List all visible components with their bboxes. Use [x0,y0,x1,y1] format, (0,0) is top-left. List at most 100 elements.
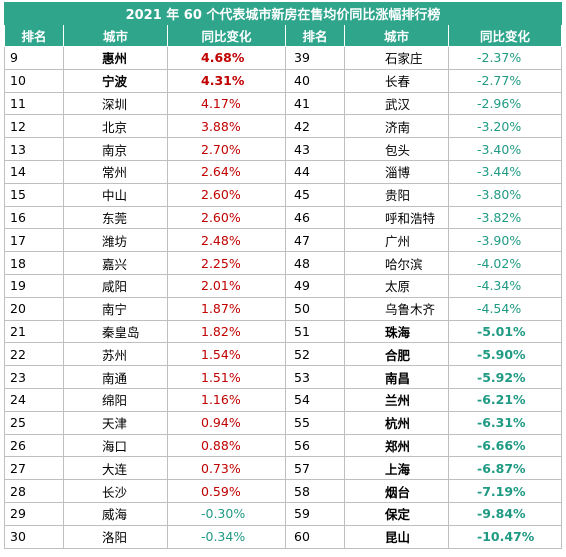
rank-cell: 56 [285,433,345,458]
rank-cell: 42 [285,114,345,139]
table-row: 14 常州 2.64% 44 淄博 -3.44% [4,159,563,184]
table-row: 9 惠州 4.68% 39 石家庄 -2.37% [4,46,563,70]
change-cell: 4.68% [167,46,286,70]
table-row: 23 南通 1.51% 53 南昌 -5.92% [4,365,563,389]
rank-cell: 49 [285,273,345,298]
city-cell: 常州 [63,159,168,184]
city-cell: 南宁 [63,296,168,321]
change-cell: 0.73% [167,456,286,481]
rank-cell: 60 [285,524,345,549]
table-row: 22 苏州 1.54% 52 合肥 -5.90% [4,342,563,367]
change-cell: -10.47% [447,524,563,549]
header-rank-right: 排名 [285,24,345,47]
rank-cell: 54 [285,387,345,412]
change-cell: 0.94% [167,410,286,435]
change-cell: -5.01% [447,319,563,344]
header-row: 排名 城市 同比变化 排名 城市 同比变化 [4,24,563,47]
change-cell: 1.82% [167,319,286,344]
table-row: 30 洛阳 -0.34% 60 昆山 -10.47% [4,524,563,549]
rank-cell: 57 [285,456,345,481]
rank-cell: 16 [4,205,64,230]
rank-cell: 18 [4,251,64,275]
rank-cell: 47 [285,228,345,253]
change-cell: -6.21% [447,387,563,412]
table-row: 19 咸阳 2.01% 49 太原 -4.34% [4,273,563,298]
change-cell: 2.60% [167,182,286,207]
title-row: 2021 年 60 个代表城市新房在售均价同比涨幅排行榜 [3,2,563,25]
change-cell: 2.01% [167,273,286,298]
header-change-right: 同比变化 [447,24,563,47]
rank-cell: 20 [4,296,64,321]
change-cell: 4.31% [167,68,286,93]
change-cell: 2.60% [167,205,286,230]
table-row: 15 中山 2.60% 45 贵阳 -3.80% [4,182,563,207]
change-cell: 2.64% [167,159,286,184]
header-city-left: 城市 [63,24,168,47]
change-cell: -3.82% [447,205,563,230]
rank-cell: 40 [285,68,345,93]
table-row: 18 嘉兴 2.25% 48 哈尔滨 -4.02% [4,251,563,275]
table-row: 25 天津 0.94% 55 杭州 -6.31% [4,410,563,435]
rank-cell: 44 [285,159,345,184]
change-cell: -6.87% [447,456,563,481]
city-cell: 南昌 [344,365,449,389]
city-cell: 南通 [63,365,168,389]
rank-cell: 59 [285,501,345,526]
rank-cell: 52 [285,342,345,367]
city-cell: 苏州 [63,342,168,367]
change-cell: -3.80% [447,182,563,207]
rank-cell: 45 [285,182,345,207]
rank-cell: 43 [285,137,345,161]
change-cell: -0.34% [167,524,286,549]
table-title: 2021 年 60 个代表城市新房在售均价同比涨幅排行榜 [3,2,563,25]
city-cell: 上海 [344,456,449,481]
city-cell: 秦皇岛 [63,319,168,344]
city-cell: 合肥 [344,342,449,367]
table-row: 26 海口 0.88% 56 郑州 -6.66% [4,433,563,458]
header-city-right: 城市 [344,24,449,47]
city-cell: 珠海 [344,319,449,344]
city-cell: 太原 [344,273,449,298]
change-cell: 1.16% [167,387,286,412]
rank-cell: 14 [4,159,64,184]
table-row: 28 长沙 0.59% 58 烟台 -7.19% [4,479,563,503]
rank-cell: 46 [285,205,345,230]
rank-cell: 26 [4,433,64,458]
ranking-table: 2021 年 60 个代表城市新房在售均价同比涨幅排行榜 排名 城市 同比变化 … [3,2,563,549]
change-cell: -6.31% [447,410,563,435]
change-cell: -2.96% [447,91,563,116]
city-cell: 昆山 [344,524,449,549]
change-cell: -3.40% [447,137,563,161]
city-cell: 惠州 [63,46,168,70]
change-cell: 1.51% [167,365,286,389]
city-cell: 乌鲁木齐 [344,296,449,321]
change-cell: -3.44% [447,159,563,184]
change-cell: -4.54% [447,296,563,321]
table-row: 12 北京 3.88% 42 济南 -3.20% [4,114,563,139]
rank-cell: 27 [4,456,64,481]
city-cell: 深圳 [63,91,168,116]
change-cell: -2.37% [447,46,563,70]
table-row: 10 宁波 4.31% 40 长春 -2.77% [4,68,563,93]
rank-cell: 12 [4,114,64,139]
change-cell: -5.90% [447,342,563,367]
rank-cell: 11 [4,91,64,116]
city-cell: 潍坊 [63,228,168,253]
change-cell: -4.34% [447,273,563,298]
city-cell: 咸阳 [63,273,168,298]
change-cell: -4.02% [447,251,563,275]
change-cell: -3.20% [447,114,563,139]
change-cell: 3.88% [167,114,286,139]
city-cell: 南京 [63,137,168,161]
city-cell: 郑州 [344,433,449,458]
rank-cell: 19 [4,273,64,298]
city-cell: 大连 [63,456,168,481]
change-cell: 1.87% [167,296,286,321]
header-rank-left: 排名 [4,24,64,47]
change-cell: 1.54% [167,342,286,367]
city-cell: 洛阳 [63,524,168,549]
rank-cell: 39 [285,46,345,70]
city-cell: 杭州 [344,410,449,435]
city-cell: 烟台 [344,479,449,503]
rank-cell: 15 [4,182,64,207]
